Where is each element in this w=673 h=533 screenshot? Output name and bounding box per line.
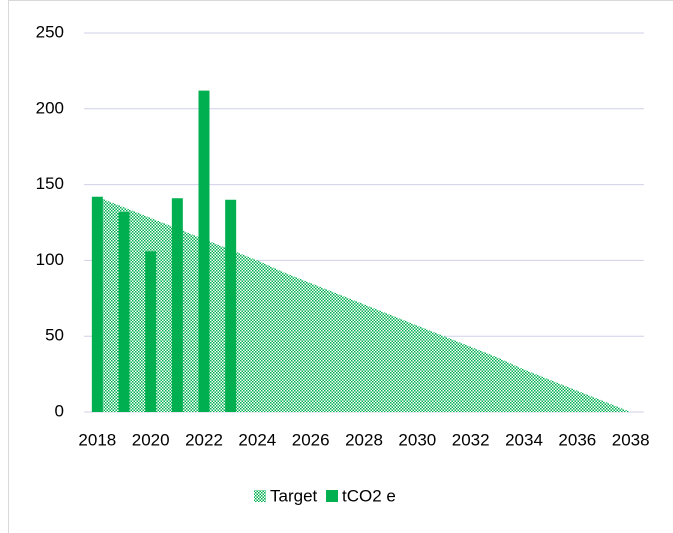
- legend-label: tCO2 e: [342, 486, 396, 505]
- x-tick-label: 2018: [78, 430, 116, 449]
- x-tick-label: 2028: [345, 430, 383, 449]
- bar: [118, 211, 130, 412]
- legend-swatch: [254, 490, 266, 502]
- x-tick-label: 2032: [452, 430, 490, 449]
- x-tick-label: 2024: [238, 430, 276, 449]
- x-tick-label: 2034: [505, 430, 543, 449]
- x-tick-label: 2026: [292, 430, 330, 449]
- x-tick-label: 2020: [132, 430, 170, 449]
- y-tick-label: 150: [36, 174, 64, 193]
- y-tick-label: 100: [36, 250, 64, 269]
- y-tick-label: 50: [45, 326, 64, 345]
- legend-swatch: [326, 490, 338, 502]
- x-tick-label: 2022: [185, 430, 223, 449]
- bar: [145, 251, 157, 412]
- y-tick-label: 200: [36, 98, 64, 117]
- x-tick-label: 2030: [398, 430, 436, 449]
- y-tick-label: 0: [55, 401, 64, 420]
- bar: [198, 90, 210, 412]
- bar: [91, 196, 103, 412]
- bar: [171, 198, 183, 412]
- x-tick-label: 2036: [558, 430, 596, 449]
- x-tick-label: 2038: [612, 430, 650, 449]
- y-tick-label: 250: [36, 22, 64, 41]
- chart-border: [8, 0, 673, 533]
- bar: [225, 199, 237, 412]
- legend-label: Target: [270, 486, 318, 505]
